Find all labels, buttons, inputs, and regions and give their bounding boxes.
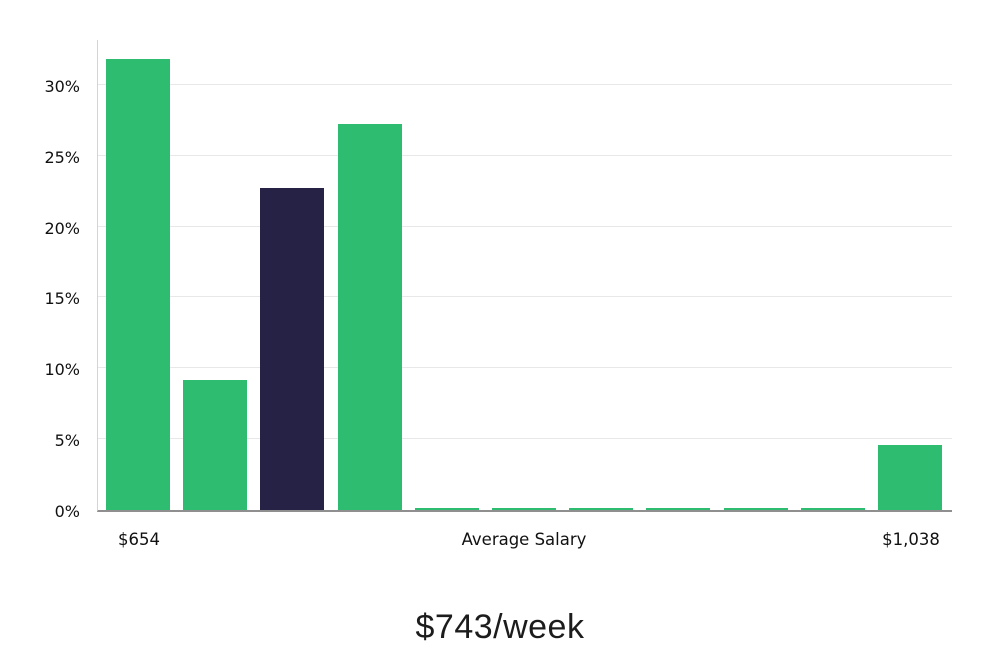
gridline xyxy=(98,367,952,369)
y-tick-label: 5% xyxy=(54,431,80,451)
x-axis-label-min-salary: $654 xyxy=(118,530,160,549)
bar-bin-9 xyxy=(723,508,788,510)
y-axis-tick-labels: 0% 5% 10% 15% 20% 25% 30% xyxy=(0,40,88,519)
y-tick-label: 0% xyxy=(54,502,80,521)
bar-bin-8 xyxy=(646,508,711,510)
gridline xyxy=(98,296,952,298)
gridline xyxy=(98,154,952,156)
bar-bin-11 xyxy=(877,444,942,510)
bar-bin-10 xyxy=(800,508,865,510)
bar-bin-1 xyxy=(106,59,170,510)
average-salary-caption: $743/week xyxy=(415,608,585,646)
bar-bin-5 xyxy=(414,508,479,510)
y-tick-label: 25% xyxy=(44,147,80,167)
x-axis-title: Average Salary xyxy=(461,530,587,549)
x-axis-labels: $654 Average Salary $1,038 xyxy=(0,530,1000,554)
gridline xyxy=(98,83,952,85)
y-tick-label: 15% xyxy=(44,289,80,309)
bar-bin-7 xyxy=(569,508,634,510)
bar-bin-3 xyxy=(260,188,325,510)
y-tick-label: 20% xyxy=(44,218,80,238)
x-axis-label-max-salary: $1,038 xyxy=(882,530,940,549)
plot-area xyxy=(97,40,952,512)
y-tick-label: 30% xyxy=(44,76,80,96)
gridline xyxy=(98,225,952,227)
bar-bin-6 xyxy=(491,508,556,510)
gridline xyxy=(98,438,952,440)
bar-bin-4 xyxy=(337,124,402,510)
bar-bin-2 xyxy=(183,379,248,510)
y-tick-label: 10% xyxy=(44,360,80,380)
bars-container xyxy=(98,40,952,510)
